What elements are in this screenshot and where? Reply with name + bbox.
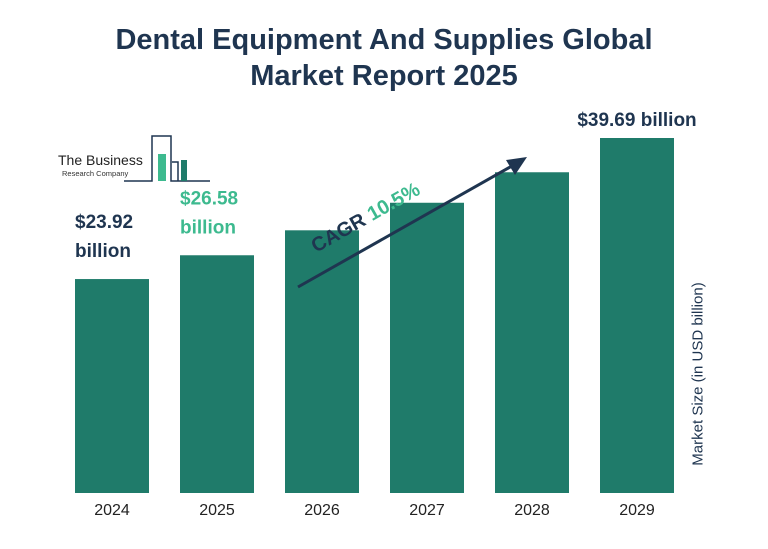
data-label: billion — [75, 241, 131, 262]
cagr-arrow-line — [297, 160, 520, 289]
x-tick-label: 2027 — [409, 502, 445, 519]
chart-title: Dental Equipment And Supplies Global Mar… — [0, 22, 768, 94]
logo-name: The Business — [58, 152, 143, 168]
chart-title-line1: Dental Equipment And Supplies Global — [115, 24, 653, 56]
chart-title-line2: Market Report 2025 — [250, 60, 518, 92]
x-tick-label: 2028 — [514, 502, 550, 519]
x-tick-label: 2024 — [94, 502, 130, 519]
x-tick-label: 2026 — [304, 502, 340, 519]
data-label: billion — [180, 217, 236, 238]
y-axis-label: Market Size (in USD billion) — [689, 282, 707, 466]
data-label: $39.69 billion — [577, 110, 696, 131]
bar-2026 — [285, 230, 359, 493]
logo-buildings-icon — [124, 135, 210, 182]
bar-2029 — [600, 138, 674, 493]
bar-2027 — [390, 202, 464, 493]
x-tick-label: 2025 — [199, 502, 235, 519]
logo-subtitle: Research Company — [62, 169, 129, 178]
data-label: $23.92 — [75, 212, 133, 233]
data-label: $26.58 — [180, 188, 238, 209]
bar-2028 — [495, 172, 569, 493]
x-tick-label: 2029 — [619, 502, 655, 519]
company-logo: The Business Research Company — [58, 134, 218, 186]
cagr-arrow-head — [506, 157, 527, 175]
bar-2024 — [75, 279, 149, 493]
bar-2025 — [180, 255, 254, 493]
